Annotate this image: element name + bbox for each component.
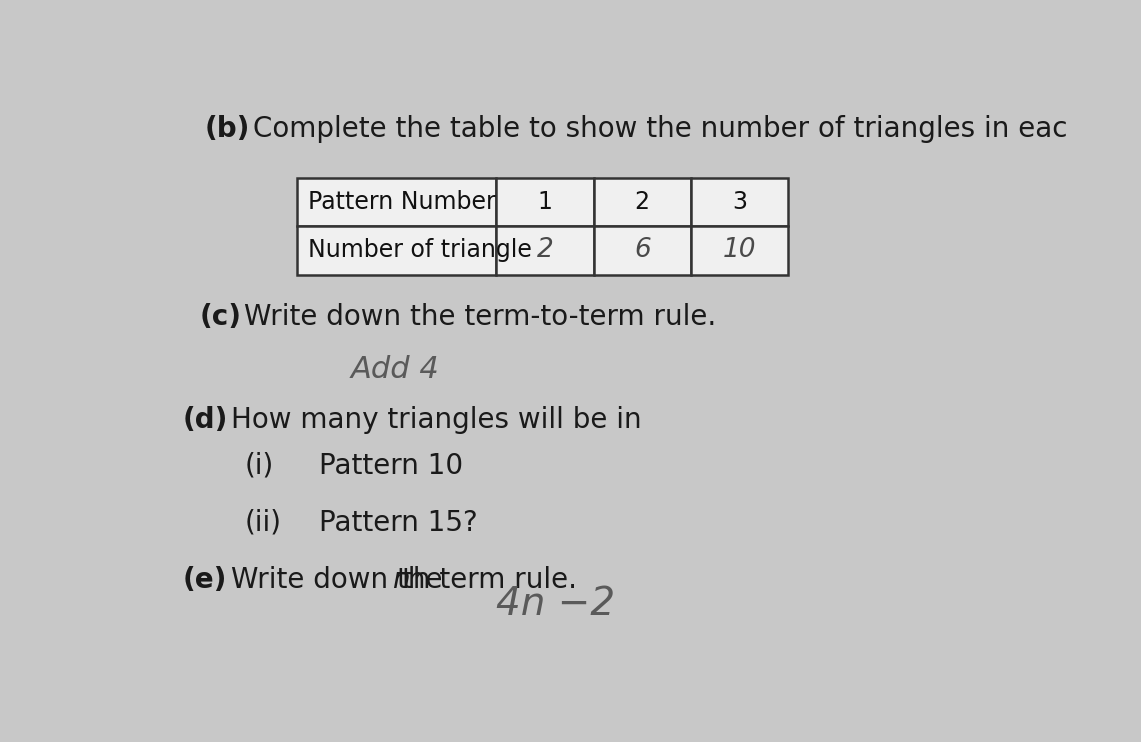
FancyBboxPatch shape — [298, 177, 496, 226]
Text: th term rule.: th term rule. — [402, 566, 576, 594]
FancyBboxPatch shape — [593, 226, 691, 275]
Text: (d): (d) — [183, 406, 228, 434]
Text: Complete the table to show the number of triangles in eac: Complete the table to show the number of… — [253, 115, 1068, 142]
Text: n: n — [393, 566, 410, 594]
Text: Write down the: Write down the — [230, 566, 452, 594]
Text: 1: 1 — [537, 190, 552, 214]
Text: Add 4: Add 4 — [350, 355, 439, 384]
Text: (i): (i) — [244, 452, 274, 480]
Text: 3: 3 — [733, 190, 747, 214]
FancyBboxPatch shape — [691, 177, 788, 226]
FancyBboxPatch shape — [593, 177, 691, 226]
FancyBboxPatch shape — [496, 226, 593, 275]
Text: How many triangles will be in: How many triangles will be in — [230, 406, 641, 434]
Text: Number of triangle: Number of triangle — [308, 238, 532, 263]
Text: Pattern Number: Pattern Number — [308, 190, 495, 214]
Text: (e): (e) — [183, 566, 227, 594]
FancyBboxPatch shape — [691, 226, 788, 275]
Text: (b): (b) — [204, 115, 250, 142]
Text: 2: 2 — [634, 190, 649, 214]
Text: (c): (c) — [200, 303, 242, 331]
Text: 6: 6 — [634, 237, 650, 263]
Text: 4n −2: 4n −2 — [496, 585, 615, 623]
Text: Pattern 10: Pattern 10 — [319, 452, 463, 480]
Text: Pattern 15?: Pattern 15? — [319, 509, 478, 537]
Text: 2: 2 — [536, 237, 553, 263]
Text: 10: 10 — [722, 237, 756, 263]
Text: Write down the term-to-term rule.: Write down the term-to-term rule. — [244, 303, 717, 331]
Text: (ii): (ii) — [244, 509, 282, 537]
FancyBboxPatch shape — [496, 177, 593, 226]
FancyBboxPatch shape — [298, 226, 496, 275]
